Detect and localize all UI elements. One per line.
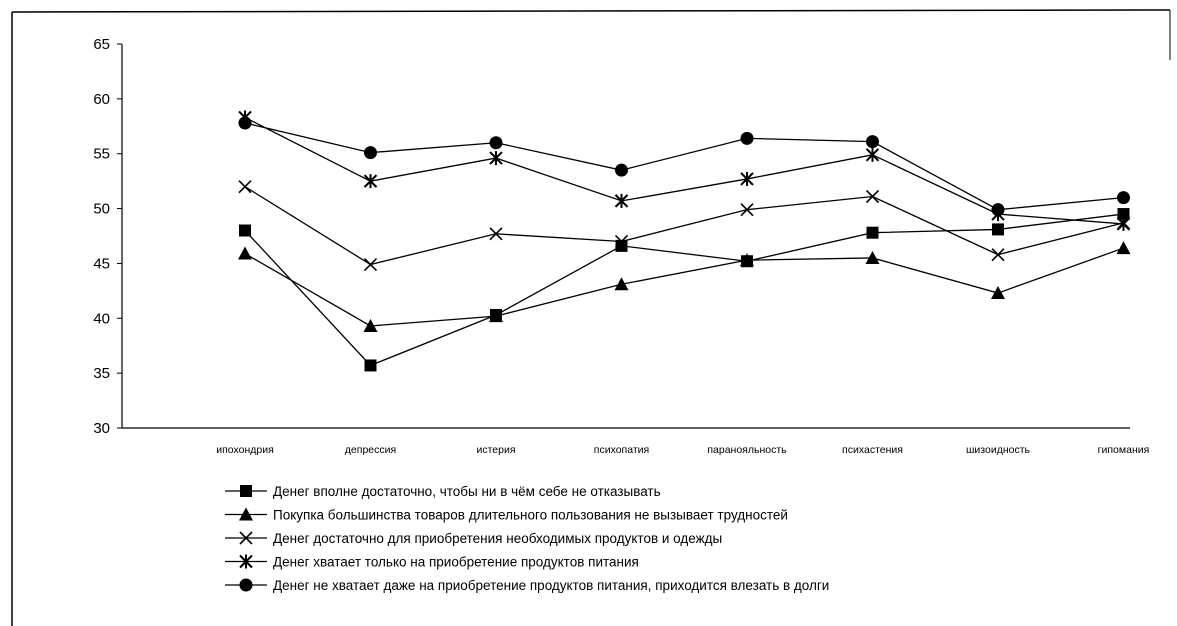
data-point-circle	[992, 203, 1005, 216]
y-tick-label: 40	[93, 310, 110, 327]
series-1	[239, 208, 1130, 371]
x-category-label: депрессия	[345, 444, 396, 456]
data-point-square	[992, 223, 1004, 235]
x-category-label: ипохондрия	[216, 444, 274, 456]
legend-item: Денег не хватает даже на приобретение пр…	[225, 578, 829, 593]
data-point-triangle	[991, 286, 1005, 299]
x-category-label: истерия	[476, 444, 515, 456]
data-point-circle	[615, 164, 628, 177]
data-point-triangle	[1117, 241, 1131, 254]
data-point-square	[365, 359, 377, 371]
legend-item: Денег вполне достаточно, чтобы ни в чём …	[225, 484, 661, 499]
series-line	[245, 187, 1124, 265]
legend-label: Денег хватает только на приобретение про…	[273, 555, 639, 570]
data-point-x	[992, 249, 1004, 261]
y-tick-label: 60	[93, 91, 110, 108]
data-point-circle	[364, 146, 377, 159]
data-point-star	[741, 172, 753, 186]
data-point-triangle	[238, 247, 252, 260]
data-point-star	[490, 151, 502, 165]
legend-item: Покупка большинства товаров длительного …	[225, 508, 788, 523]
data-point-x	[365, 259, 377, 271]
legend-label: Денег не хватает даже на приобретение пр…	[273, 578, 829, 593]
data-point-star	[616, 194, 628, 208]
x-category-label: психастения	[842, 444, 903, 456]
series-line	[245, 214, 1124, 365]
x-category-label: психопатия	[594, 444, 649, 456]
series-5	[239, 116, 1131, 216]
x-category-label: шизоидность	[966, 444, 1031, 456]
data-point-circle	[490, 136, 503, 149]
series-line	[245, 123, 1124, 210]
data-point-circle	[866, 135, 879, 148]
data-point-circle	[1117, 191, 1130, 204]
legend-item: Денег достаточно для приобретения необхо…	[225, 531, 722, 546]
data-point-circle	[741, 132, 754, 145]
y-tick-label: 35	[93, 365, 110, 382]
y-tick-label: 55	[93, 146, 110, 163]
legend-label: Денег вполне достаточно, чтобы ни в чём …	[273, 484, 661, 499]
x-category-label: гипомания	[1098, 444, 1150, 456]
data-point-star	[867, 148, 879, 162]
series-line	[245, 118, 1124, 224]
data-point-square	[239, 225, 251, 237]
chart-frame-top	[12, 10, 1170, 12]
x-category-label: паранояльность	[707, 444, 787, 456]
legend-marker-square	[240, 485, 252, 497]
data-point-x	[239, 181, 251, 193]
data-point-square	[867, 227, 879, 239]
legend-label: Покупка большинства товаров длительного …	[273, 508, 788, 523]
data-point-star	[365, 174, 377, 188]
y-tick-label: 30	[93, 420, 110, 437]
data-point-circle	[239, 116, 252, 129]
y-tick-label: 65	[93, 36, 110, 53]
legend-item: Денег хватает только на приобретение про…	[225, 555, 639, 570]
y-tick-label: 50	[93, 201, 110, 218]
y-tick-label: 45	[93, 255, 110, 272]
series-line	[245, 248, 1124, 326]
legend-label: Денег достаточно для приобретения необхо…	[273, 531, 722, 546]
legend-marker-circle	[240, 579, 253, 592]
